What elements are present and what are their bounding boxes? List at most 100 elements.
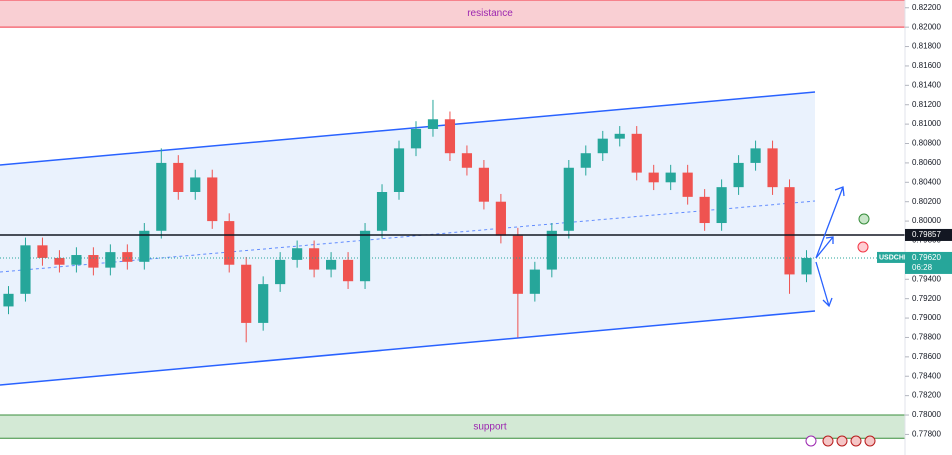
- candle-body: [461, 153, 473, 168]
- candle-body: [156, 162, 167, 231]
- plot: [0, 99, 905, 343]
- zone: [0, 0, 905, 28]
- arrow-up: [815, 186, 845, 259]
- y-tick-label: 0.80800: [912, 139, 941, 148]
- y-tick-label: 0.78800: [912, 333, 941, 342]
- channel-lower: [0, 310, 816, 386]
- zone: [0, 415, 905, 439]
- y-tick-label: 0.77800: [912, 430, 941, 439]
- candle-body: [665, 172, 676, 183]
- candle-body: [88, 255, 99, 268]
- candle-body: [495, 201, 506, 236]
- channel-upper: [0, 91, 816, 166]
- candle-body: [393, 148, 405, 192]
- symbol-label: USDCHF: [879, 254, 909, 261]
- candle-body: [342, 259, 354, 282]
- last-price-tag: [905, 251, 952, 274]
- candle-body: [699, 196, 710, 224]
- y-tick-label: 0.78000: [912, 410, 941, 419]
- marker-red: [857, 241, 869, 253]
- candle-body: [563, 167, 574, 231]
- candle-body: [37, 245, 48, 258]
- level-tag: [905, 228, 952, 241]
- y-tick-label: 0.81800: [912, 42, 941, 51]
- candle-body: [359, 230, 371, 282]
- y-tick-label: 0.80200: [912, 197, 941, 206]
- candle-body: [376, 192, 388, 231]
- y-tick-label: 0.79000: [912, 313, 941, 322]
- candle-body: [326, 259, 337, 270]
- candle-body: [733, 162, 744, 188]
- candle-body: [241, 264, 252, 323]
- candle-body: [190, 177, 201, 192]
- candle-body: [767, 148, 778, 188]
- candle-body: [258, 284, 269, 323]
- zone-label: support: [473, 421, 507, 432]
- y-tick-label: 0.78400: [912, 371, 941, 380]
- candle-body: [427, 119, 439, 129]
- candle-body: [122, 252, 133, 262]
- candle-body: [682, 172, 693, 197]
- arrow-small: [815, 236, 834, 259]
- candle-body: [292, 248, 303, 260]
- candle-body: [597, 138, 608, 154]
- y-tick-label: 0.81600: [912, 61, 941, 70]
- candle-body: [309, 248, 320, 270]
- candle-body: [410, 128, 422, 149]
- candle-body: [54, 257, 65, 265]
- icon: [864, 435, 876, 447]
- y-tick-label: 0.78600: [912, 352, 941, 361]
- y-tick-label: 0.81200: [912, 100, 941, 109]
- candle-body: [105, 252, 116, 268]
- y-tick-label: 0.80400: [912, 177, 941, 186]
- y-tick-label: 0.80000: [912, 216, 941, 225]
- arrow-down: [815, 261, 833, 308]
- channel-mid: [0, 200, 816, 273]
- zones: resistance support: [0, 0, 905, 439]
- level-label: 0.79857: [912, 230, 941, 239]
- symbol-tag: [877, 251, 905, 263]
- y-tick-label: 0.79200: [912, 294, 941, 303]
- event-icons: [805, 435, 876, 447]
- icon: [805, 435, 817, 447]
- y-tick-label: 0.80600: [912, 158, 941, 167]
- icon: [822, 435, 834, 447]
- candle-body: [801, 257, 812, 275]
- candle-body: [173, 162, 184, 192]
- icon: [836, 435, 848, 447]
- icon: [850, 435, 862, 447]
- candle-body: [784, 187, 795, 275]
- price-axis: 0.82200 0.82000 0.81800 0.81600 0.81400 0.812…: [877, 3, 952, 439]
- candle-body: [750, 148, 761, 163]
- candle-body: [614, 133, 625, 139]
- y-tick-label: 0.79400: [912, 274, 941, 283]
- candle-body: [3, 293, 14, 307]
- y-tick-label: 0.82200: [912, 3, 941, 12]
- candle-body: [648, 172, 659, 183]
- candle-body: [546, 230, 557, 270]
- candle-body: [478, 167, 489, 202]
- candle-body: [275, 259, 286, 285]
- marker-green: [858, 213, 870, 225]
- candle-body: [71, 255, 82, 265]
- zone-label: resistance: [467, 8, 513, 19]
- candle-body: [224, 221, 235, 265]
- candle-body: [580, 153, 591, 168]
- y-tick-label: 0.81400: [912, 80, 941, 89]
- candle-body: [512, 235, 523, 294]
- y-tick-label: 0.82000: [912, 22, 941, 31]
- y-tick-label: 0.81000: [912, 119, 941, 128]
- candle-body: [529, 269, 540, 294]
- candle-body: [444, 119, 456, 154]
- channel-fill: [0, 92, 815, 385]
- candle-body: [139, 230, 150, 262]
- candle-body: [20, 245, 31, 294]
- last-price-label: 0.79620: [912, 253, 941, 262]
- candle-body: [631, 133, 642, 173]
- arrows: [815, 186, 845, 308]
- candle-body: [207, 177, 218, 222]
- y-tick-label: 0.78200: [912, 391, 941, 400]
- candle-body: [716, 187, 727, 224]
- countdown-label: 06:28: [912, 263, 933, 272]
